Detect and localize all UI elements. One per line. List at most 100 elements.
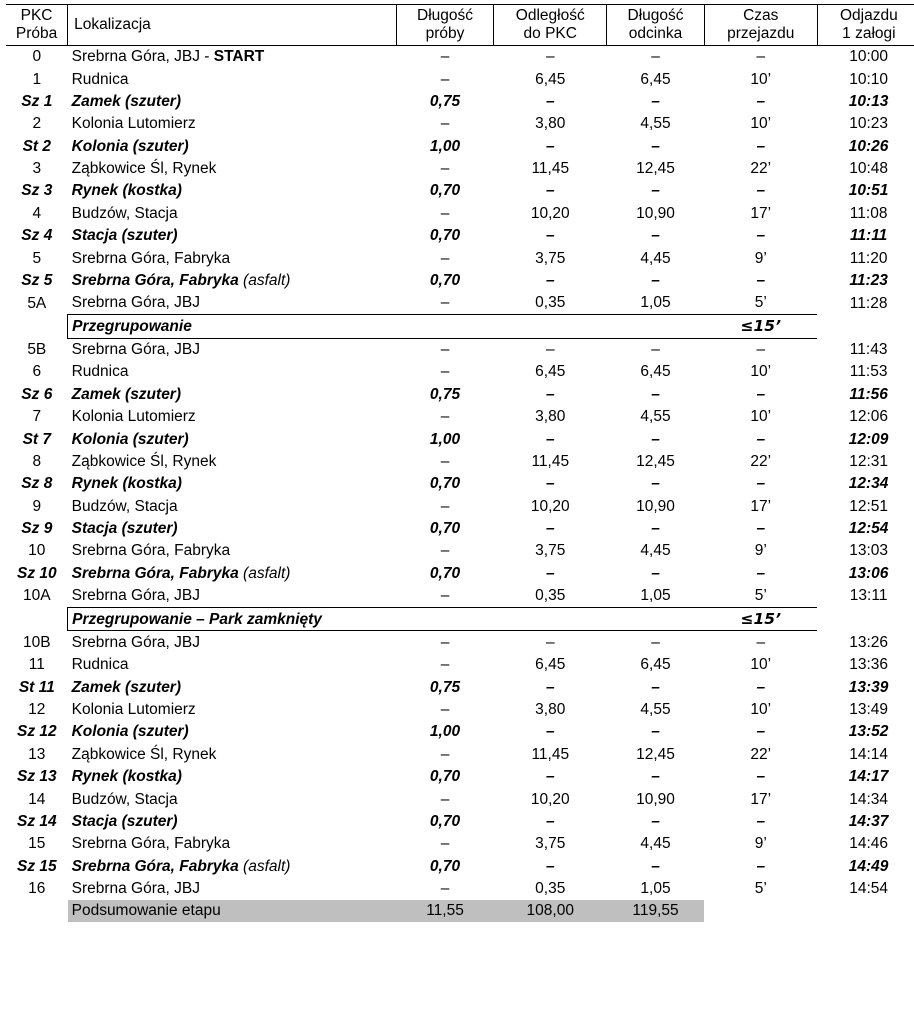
table-row: Sz 10Srebrna Góra, Fabryka (asfalt)0,70–…	[6, 562, 914, 584]
cell: Srebrna Góra, JBJ	[68, 292, 397, 315]
cell: 108,00	[494, 900, 607, 922]
cell: 10:23	[817, 113, 914, 135]
cell: 13:36	[817, 654, 914, 676]
cell: 0,70	[396, 810, 494, 832]
cell: 9’	[704, 540, 817, 562]
cell: 9’	[704, 247, 817, 269]
cell: 10,20	[494, 495, 607, 517]
cell: 0,35	[494, 585, 607, 608]
cell: 5B	[6, 338, 68, 361]
cell: 0,75	[396, 676, 494, 698]
cell: 14:49	[817, 855, 914, 877]
table-row: Sz 12Kolonia (szuter)1,00–––13:52	[6, 721, 914, 743]
cell: Sz 4	[6, 225, 68, 247]
cell: 5’	[704, 878, 817, 900]
cell: 17’	[704, 495, 817, 517]
cell: –	[607, 338, 705, 361]
cell: Kolonia (szuter)	[68, 428, 397, 450]
cell: 0,75	[396, 90, 494, 112]
cell: –	[704, 383, 817, 405]
cell: –	[396, 743, 494, 765]
summary-row: Podsumowanie etapu11,55108,00119,55	[6, 900, 914, 922]
cell: 1,05	[607, 585, 705, 608]
cell: 10,90	[607, 495, 705, 517]
cell: –	[396, 631, 494, 654]
cell: 3,75	[494, 833, 607, 855]
cell: –	[396, 495, 494, 517]
table-row: 1Rudnica–6,456,4510’10:10	[6, 68, 914, 90]
cell: 5’	[704, 292, 817, 315]
cell	[817, 900, 914, 922]
cell: 4,45	[607, 833, 705, 855]
cell: Sz 12	[6, 721, 68, 743]
table-row: 3Ząbkowice Śl, Rynek–11,4512,4522’10:48	[6, 158, 914, 180]
cell: 1,00	[396, 135, 494, 157]
cell: Sz 6	[6, 383, 68, 405]
cell: Sz 3	[6, 180, 68, 202]
cell: –	[396, 45, 494, 68]
cell: Srebrna Góra, JBJ	[68, 878, 397, 900]
cell: St 7	[6, 428, 68, 450]
cell: 13:11	[817, 585, 914, 608]
cell: Srebrna Góra, Fabryka	[68, 833, 397, 855]
cell: –	[704, 225, 817, 247]
regroup-row: Przegrupowanie≤15’	[6, 315, 914, 338]
cell: –	[396, 361, 494, 383]
cell: –	[396, 158, 494, 180]
cell: 11,55	[396, 900, 494, 922]
cell: 11,45	[494, 450, 607, 472]
cell: Sz 14	[6, 810, 68, 832]
cell: 1	[6, 68, 68, 90]
cell: St 11	[6, 676, 68, 698]
cell: 14:14	[817, 743, 914, 765]
cell: 11:28	[817, 292, 914, 315]
header-row: PKCPróba Lokalizacja Długośćpróby Odległ…	[6, 5, 914, 46]
cell: Rynek (kostka)	[68, 180, 397, 202]
cell: –	[396, 540, 494, 562]
hdr-trav: Czasprzejazdu	[704, 5, 817, 46]
cell: 12:51	[817, 495, 914, 517]
cell: Srebrna Góra, Fabryka	[68, 540, 397, 562]
table-row: Sz 9Stacja (szuter)0,70–––12:54	[6, 518, 914, 540]
cell: –	[704, 180, 817, 202]
cell: –	[607, 721, 705, 743]
cell: Rudnica	[68, 68, 397, 90]
cell: 8	[6, 450, 68, 472]
cell: 10’	[704, 68, 817, 90]
cell: 6,45	[494, 654, 607, 676]
cell: 3,75	[494, 540, 607, 562]
cell: 10’	[704, 361, 817, 383]
cell: –	[494, 518, 607, 540]
cell: 10,90	[607, 202, 705, 224]
cell: Budzów, Stacja	[68, 788, 397, 810]
table-row: 13Ząbkowice Śl, Rynek–11,4512,4522’14:14	[6, 743, 914, 765]
cell: –	[396, 788, 494, 810]
cell: –	[396, 247, 494, 269]
cell: 10:13	[817, 90, 914, 112]
table-row: St 11Zamek (szuter)0,75–––13:39	[6, 676, 914, 698]
cell: 16	[6, 878, 68, 900]
cell: Ząbkowice Śl, Rynek	[68, 450, 397, 472]
cell: –	[704, 90, 817, 112]
cell: –	[494, 383, 607, 405]
cell: 0,70	[396, 225, 494, 247]
table-row: Sz 3Rynek (kostka)0,70–––10:51	[6, 180, 914, 202]
cell: 14:34	[817, 788, 914, 810]
cell: 3,80	[494, 406, 607, 428]
table-row: 4Budzów, Stacja–10,2010,9017’11:08	[6, 202, 914, 224]
cell: 3,80	[494, 113, 607, 135]
cell: –	[494, 855, 607, 877]
cell: 14:46	[817, 833, 914, 855]
table-row: Sz 5Srebrna Góra, Fabryka (asfalt)0,70––…	[6, 269, 914, 291]
cell: –	[607, 45, 705, 68]
cell: 14:54	[817, 878, 914, 900]
cell: 6,45	[494, 68, 607, 90]
cell: –	[704, 269, 817, 291]
cell: Stacja (szuter)	[68, 518, 397, 540]
cell: 11:43	[817, 338, 914, 361]
cell: –	[396, 833, 494, 855]
cell: 6	[6, 361, 68, 383]
cell: 11:08	[817, 202, 914, 224]
cell: 10:48	[817, 158, 914, 180]
cell: 14:37	[817, 810, 914, 832]
